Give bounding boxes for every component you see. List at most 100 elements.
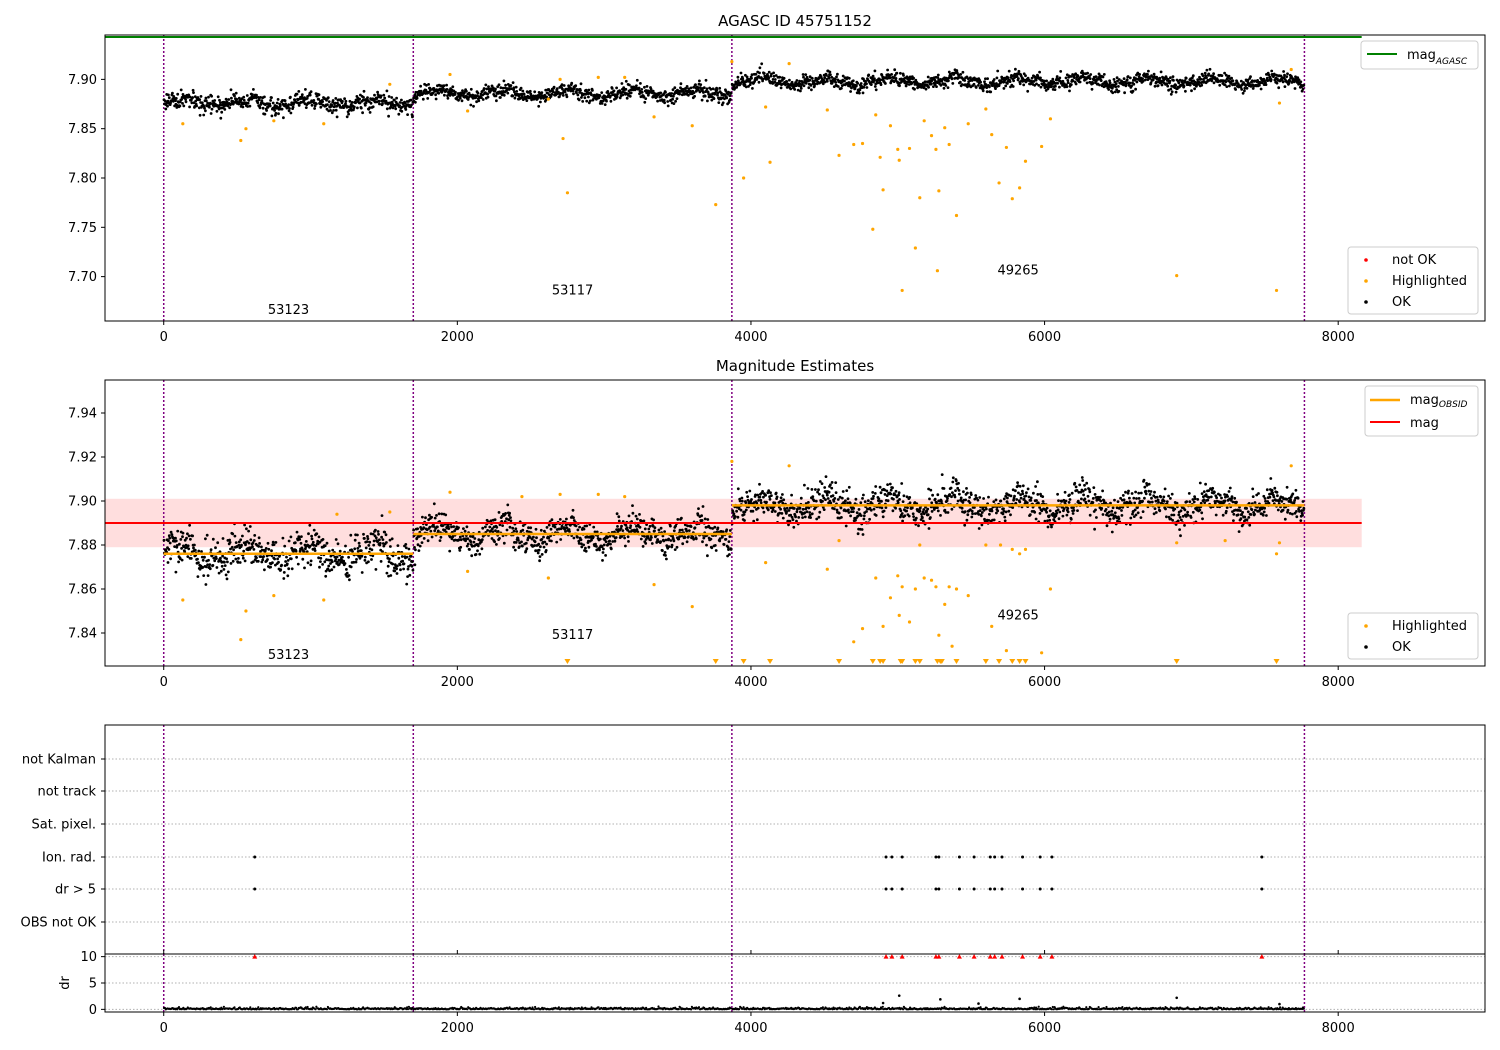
ok-point xyxy=(615,95,619,99)
ok-point xyxy=(374,536,378,540)
ok-point xyxy=(244,543,247,547)
ok-point xyxy=(576,535,579,539)
ok-point xyxy=(284,102,287,106)
ok-point xyxy=(357,554,361,558)
ok-point xyxy=(210,107,214,111)
ok-point xyxy=(313,549,317,552)
ok-point xyxy=(706,99,709,103)
ok-point xyxy=(1170,513,1174,517)
ok-point xyxy=(713,544,717,547)
ok-point xyxy=(181,102,184,105)
ok-point xyxy=(1131,89,1135,93)
ok-point xyxy=(417,549,421,552)
ok-point xyxy=(520,540,523,544)
ok-point xyxy=(1064,76,1068,80)
ok-point xyxy=(598,548,601,552)
ok-point xyxy=(220,564,224,568)
ok-point xyxy=(1246,78,1250,82)
ok-point xyxy=(884,506,888,509)
ok-point xyxy=(991,84,994,87)
ok-point xyxy=(411,560,414,563)
ok-point xyxy=(1108,517,1112,521)
ok-point xyxy=(1184,76,1188,80)
ok-point xyxy=(511,94,515,98)
ok-point xyxy=(553,525,557,529)
ok-point xyxy=(236,561,240,564)
ok-point xyxy=(406,113,409,116)
ok-point xyxy=(715,88,719,92)
ok-point xyxy=(1101,75,1105,79)
y-tick-label: 7.80 xyxy=(68,172,97,187)
ok-point xyxy=(992,78,996,81)
ok-point xyxy=(162,538,166,542)
ok-point xyxy=(200,550,203,553)
ok-point xyxy=(469,103,473,107)
ok-point xyxy=(266,541,270,545)
ok-point xyxy=(458,549,462,552)
ok-point xyxy=(873,69,877,73)
highlighted-point xyxy=(764,105,768,109)
ok-point xyxy=(912,515,915,518)
ok-point xyxy=(1283,85,1287,88)
ok-point xyxy=(628,94,632,98)
ok-point xyxy=(231,532,235,536)
ok-point xyxy=(285,555,288,559)
ok-point xyxy=(1068,493,1071,497)
ok-point xyxy=(1017,77,1020,80)
ok-point xyxy=(257,536,261,540)
ok-point xyxy=(489,519,493,523)
highlighted-point xyxy=(929,133,934,138)
ok-point xyxy=(404,543,408,546)
ok-point xyxy=(406,575,409,578)
ok-point xyxy=(246,101,250,105)
ok-point xyxy=(393,104,397,108)
ok-point xyxy=(996,509,1000,513)
ok-point xyxy=(604,554,607,557)
ok-point xyxy=(1117,89,1121,93)
ok-point xyxy=(1088,77,1092,80)
ok-point xyxy=(187,534,191,538)
ok-point xyxy=(798,506,802,510)
ok-point xyxy=(428,525,432,529)
ok-point xyxy=(233,94,236,98)
ok-point xyxy=(893,68,897,72)
ok-point xyxy=(620,535,624,538)
ok-point xyxy=(1073,481,1077,485)
ok-point xyxy=(1108,79,1111,83)
ok-point xyxy=(817,515,821,519)
ok-point xyxy=(833,497,837,500)
ok-point xyxy=(369,101,373,105)
ok-point xyxy=(174,99,177,102)
ok-point xyxy=(249,538,253,542)
ok-point xyxy=(229,562,233,565)
ok-point xyxy=(1169,87,1173,91)
ok-point xyxy=(1111,91,1115,95)
ok-point xyxy=(271,540,275,544)
ok-point xyxy=(620,524,623,528)
ok-point xyxy=(966,77,970,80)
ok-point xyxy=(204,583,208,586)
ok-point xyxy=(468,548,471,551)
ok-point xyxy=(798,79,801,83)
ok-point xyxy=(472,104,475,108)
ok-point xyxy=(562,84,566,87)
ok-point xyxy=(871,497,875,500)
ok-point xyxy=(743,83,747,87)
ok-point xyxy=(419,84,422,88)
highlighted-point xyxy=(888,124,893,128)
ok-point xyxy=(368,111,372,114)
ok-point xyxy=(469,534,472,538)
ok-point xyxy=(484,525,487,529)
ok-point xyxy=(558,95,561,98)
ok-point xyxy=(1190,89,1193,93)
ok-point xyxy=(336,542,340,546)
highlighted-point xyxy=(448,72,452,77)
ok-point xyxy=(830,75,834,79)
highlighted-point xyxy=(623,75,627,80)
ok-point xyxy=(736,83,739,87)
ok-point xyxy=(652,518,655,522)
ok-point xyxy=(463,529,467,533)
ok-point xyxy=(785,80,789,83)
ok-point xyxy=(174,97,178,100)
ok-point xyxy=(1063,490,1067,494)
